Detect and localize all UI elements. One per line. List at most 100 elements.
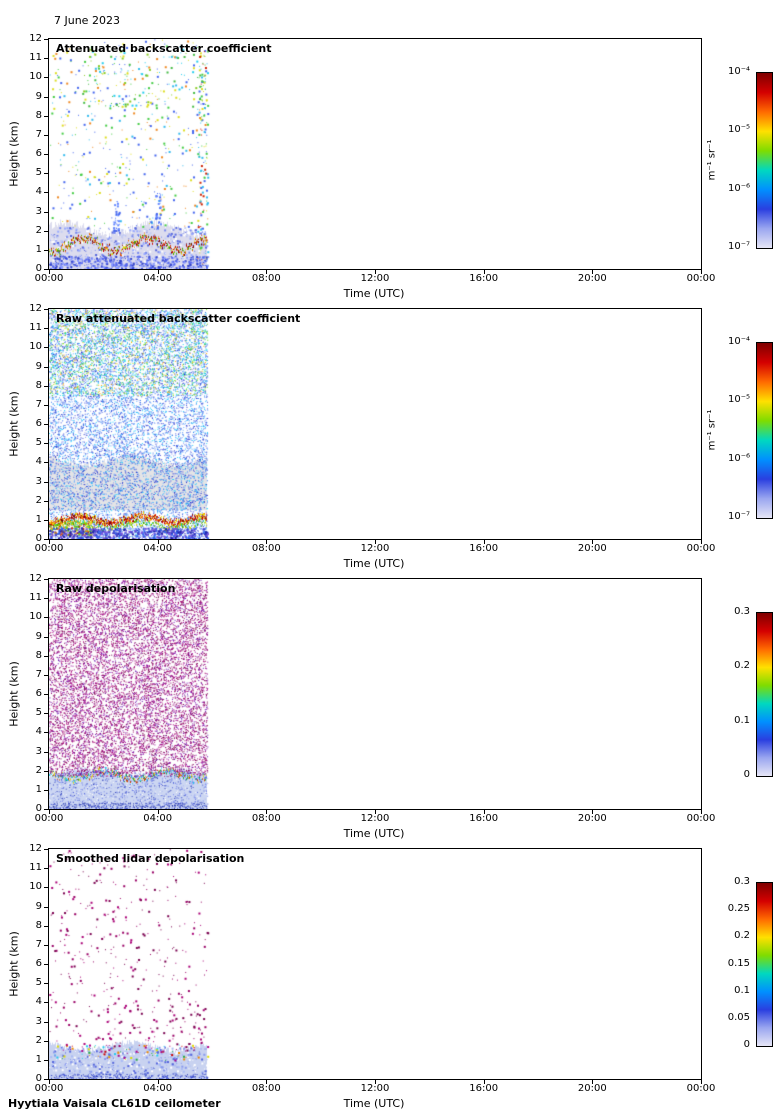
y-tick-mark (44, 713, 48, 715)
y-tick-mark (44, 385, 48, 387)
y-tick-mark (44, 694, 48, 695)
x-tick-mark (375, 540, 376, 544)
x-tick-label: 00:00 (34, 543, 64, 554)
x-tick-mark (49, 540, 50, 544)
x-tick-mark (49, 1080, 50, 1084)
x-tick-mark (266, 1080, 268, 1084)
y-tick-mark (44, 96, 48, 98)
colorbar-tick-label: 0.15 (727, 957, 750, 969)
x-tick-mark (701, 810, 702, 814)
x-tick-label: 04:00 (143, 1083, 173, 1094)
x-tick-mark (701, 540, 702, 544)
y-tick-label: 10 (29, 611, 42, 623)
y-tick-mark (44, 868, 48, 870)
colorbar-tick-label: 10⁻⁷ (727, 511, 750, 522)
x-tick-label: 08:00 (251, 543, 281, 554)
panel-title: Raw depolarisation (56, 582, 176, 595)
y-tick-mark (44, 500, 48, 502)
colorbar-tick-label: 10⁻⁶ (727, 182, 750, 194)
y-tick-mark (44, 770, 48, 772)
colorbar-tick-label: 10⁻⁵ (727, 394, 750, 406)
y-tick-mark (44, 192, 48, 194)
y-tick-label: 5 (35, 437, 42, 449)
y-tick-mark (44, 983, 48, 985)
y-tick-label: 1 (35, 243, 42, 255)
panel-raw-attenuated-backscatter: Height (km) Raw attenuated backscatter c… (0, 303, 780, 578)
y-tick-label: 6 (35, 148, 42, 159)
x-tick-label: 08:00 (251, 1083, 281, 1094)
y-tick-mark (44, 249, 48, 251)
plot-area: Raw depolarisation (48, 578, 702, 810)
y-tick-mark (44, 617, 48, 619)
panel-smoothed-depolarisation: Height (km) Smoothed lidar depolarisatio… (0, 843, 780, 1118)
y-tick-label: 0 (35, 263, 42, 274)
y-tick-label: 11 (29, 322, 42, 334)
y-tick-mark (44, 964, 48, 965)
y-tick-mark (44, 789, 48, 791)
x-tick-mark (592, 270, 594, 274)
y-tick-label: 8 (35, 649, 42, 661)
x-tick-label: 08:00 (251, 813, 281, 824)
x-tick-mark (375, 1080, 376, 1084)
colorbar-tick-label: 10⁻⁷ (727, 241, 750, 252)
y-tick-mark (44, 1040, 48, 1042)
y-tick-mark (44, 751, 48, 753)
y-tick-label: 3 (35, 745, 42, 757)
y-tick-label: 7 (35, 668, 42, 680)
x-tick-mark (157, 1080, 159, 1084)
y-tick-label: 7 (35, 938, 42, 950)
x-tick-mark (49, 270, 50, 274)
y-tick-mark (44, 309, 48, 310)
x-tick-mark (266, 810, 268, 814)
colorbar (756, 882, 773, 1047)
y-tick-mark (44, 211, 48, 213)
y-tick-label: 6 (35, 688, 42, 699)
y-tick-mark (44, 443, 48, 445)
x-tick-mark (592, 810, 594, 814)
x-tick-mark (266, 540, 268, 544)
x-tick-label: 16:00 (469, 1083, 499, 1094)
y-tick-mark (44, 58, 48, 60)
x-tick-label: 16:00 (469, 543, 499, 554)
x-tick-label: 04:00 (143, 813, 173, 824)
x-tick-mark (49, 810, 50, 814)
y-tick-label: 10 (29, 71, 42, 83)
plot-area: Smoothed lidar depolarisation (48, 848, 702, 1080)
y-tick-label: 11 (29, 592, 42, 604)
y-tick-label: 11 (29, 52, 42, 64)
x-tick-label: 00:00 (34, 1083, 64, 1094)
x-tick-label: 20:00 (577, 1083, 607, 1094)
colorbar-tick-label: 0.05 (727, 1011, 750, 1023)
y-tick-mark (44, 1021, 48, 1023)
x-tick-mark (483, 270, 485, 274)
colorbar-tick-label: 0 (743, 1039, 750, 1050)
y-tick-mark (44, 1079, 48, 1080)
y-tick-label: 0 (35, 803, 42, 814)
y-tick-label: 1 (35, 1053, 42, 1065)
y-tick-mark (44, 598, 48, 600)
y-tick-mark (44, 154, 48, 155)
y-tick-label: 2 (35, 1034, 42, 1046)
y-tick-mark (44, 115, 48, 117)
heatmap-canvas (49, 849, 701, 1079)
x-tick-label: 00:00 (686, 1083, 716, 1094)
y-tick-label: 0 (35, 1073, 42, 1084)
x-tick-label: 20:00 (577, 813, 607, 824)
y-tick-mark (44, 462, 48, 464)
y-tick-label: 1 (35, 783, 42, 795)
colorbar-tick-label: 0.1 (734, 984, 750, 996)
y-tick-mark (44, 579, 48, 580)
panel-attenuated-backscatter: Height (km) Attenuated backscatter coeff… (0, 33, 780, 308)
x-axis-label: Time (UTC) (343, 287, 405, 300)
colorbar-tick-label: 0.3 (734, 876, 750, 887)
y-tick-label: 2 (35, 494, 42, 506)
y-tick-label: 12 (29, 843, 42, 854)
x-tick-label: 12:00 (360, 1083, 390, 1094)
y-tick-mark (44, 636, 48, 638)
colorbar-unit-label: m⁻¹ sr⁻¹ (706, 139, 718, 180)
y-tick-mark (44, 539, 48, 540)
x-tick-label: 00:00 (686, 273, 716, 284)
y-tick-label: 4 (35, 996, 42, 1008)
y-tick-label: 3 (35, 475, 42, 487)
y-tick-label: 5 (35, 167, 42, 179)
